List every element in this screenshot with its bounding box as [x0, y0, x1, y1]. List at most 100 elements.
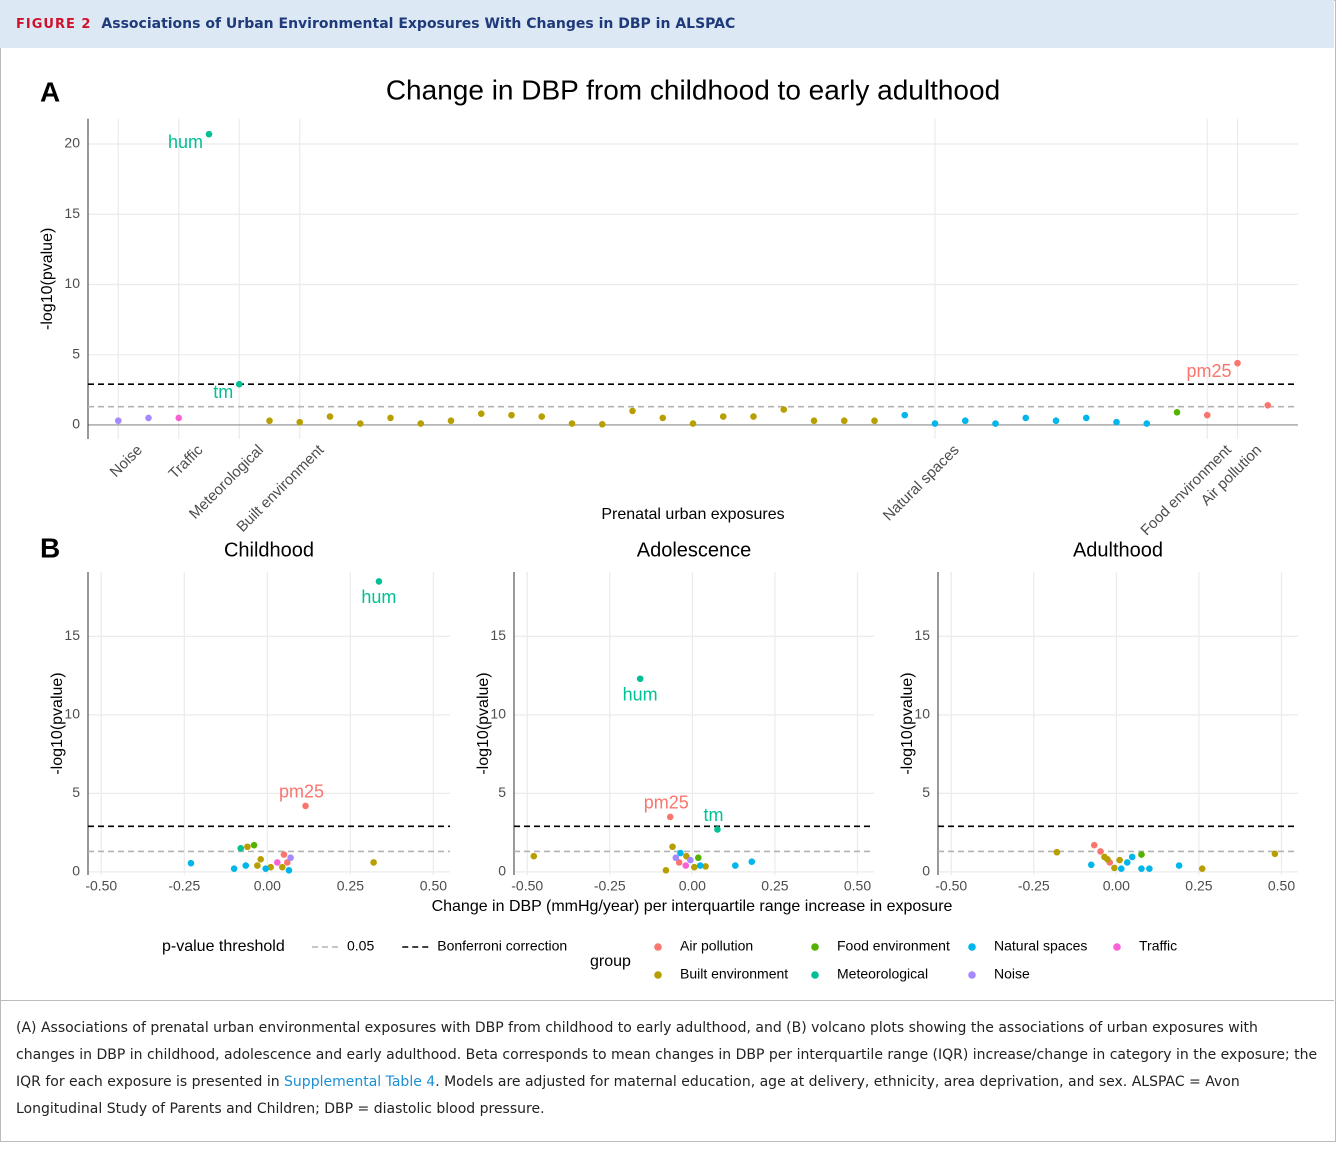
data-point [1264, 401, 1272, 409]
data-point [702, 863, 709, 870]
data-point [1111, 864, 1118, 872]
caption-text: (A) Associations of prenatal urban envir… [16, 1020, 1318, 1090]
data-point [187, 859, 195, 867]
caption: (A) Associations of prenatal urban envir… [0, 1000, 1334, 1137]
x-tick-label: 0.00 [1103, 878, 1130, 894]
data-point [244, 843, 251, 851]
data-point [1022, 414, 1030, 422]
y-tick-label: 10 [64, 706, 80, 722]
x-tick-label: -0.50 [935, 878, 967, 894]
y-tick-label: 10 [64, 275, 80, 291]
point-label: hum [623, 685, 658, 705]
data-point [662, 866, 670, 874]
legend-title: group [590, 953, 631, 970]
legend-label: Traffic [1139, 938, 1177, 954]
y-tick-label: 5 [922, 784, 930, 800]
data-point [538, 413, 546, 420]
x-tick-label: 0.50 [1268, 878, 1295, 894]
caption-text: . Models are adjusted for maternal educa… [16, 1074, 1240, 1117]
x-tick-label: 0.00 [254, 878, 281, 894]
data-point [145, 414, 152, 422]
chart-area: A B Change in DBP (mmHg/year) per interq… [39, 74, 1298, 982]
data-point [750, 413, 757, 420]
data-point [689, 420, 697, 427]
x-axis-title: Prenatal urban exposures [601, 506, 784, 523]
data-point [687, 856, 694, 864]
y-tick-label: 10 [490, 706, 506, 722]
data-point [447, 417, 455, 425]
data-point [669, 843, 676, 851]
data-point [257, 856, 264, 863]
point-label: pm25 [644, 793, 689, 813]
point-label: pm25 [279, 782, 324, 802]
data-point [375, 578, 383, 585]
x-tick-label: -0.25 [168, 878, 200, 894]
legend-label: Natural spaces [994, 938, 1087, 954]
data-point [659, 414, 667, 422]
data-point [636, 675, 644, 683]
data-point [278, 863, 286, 871]
data-point [326, 413, 334, 420]
figure-title: Associations of Urban Environmental Expo… [101, 16, 736, 32]
data-point [1097, 848, 1104, 855]
legend-label: Built environment [680, 966, 788, 982]
data-point [696, 862, 704, 869]
y-axis-title: -log10(pvalue) [475, 672, 492, 774]
data-point [1082, 414, 1090, 422]
x-axis-title: Change in DBP (mmHg/year) per interquart… [432, 898, 953, 915]
y-tick-label: 5 [72, 784, 80, 800]
data-point [748, 858, 756, 865]
caption-link[interactable]: Supplemental Table 4 [284, 1074, 436, 1090]
legend-label: Food environment [837, 938, 950, 954]
chart-title: Adolescence [637, 539, 752, 561]
point-label: hum [361, 587, 396, 607]
y-tick-label: 0 [922, 863, 930, 879]
chart-title: Adulthood [1073, 539, 1163, 561]
figure-header: FIGURE 2 Associations of Urban Environmen… [0, 0, 1334, 48]
legend-title: p-value threshold [162, 938, 285, 955]
data-point [992, 420, 999, 427]
point-label: pm25 [1186, 361, 1231, 381]
data-point [1138, 865, 1145, 873]
data-point [356, 420, 364, 427]
data-point [267, 863, 274, 871]
data-point [1203, 411, 1211, 419]
data-point [1123, 859, 1131, 866]
legend-label: Air pollution [680, 938, 753, 954]
x-tick-label: 0.25 [1185, 878, 1212, 894]
point-label: hum [168, 132, 203, 152]
data-point [280, 851, 288, 858]
y-axis-title: -log10(pvalue) [49, 672, 66, 774]
data-point [296, 418, 304, 426]
data-point [719, 413, 727, 420]
data-point [508, 411, 515, 419]
data-point [205, 130, 213, 138]
y-tick-label: 5 [498, 784, 506, 800]
data-point [477, 410, 485, 418]
data-point [237, 845, 245, 852]
data-point [266, 417, 273, 425]
data-point [677, 849, 684, 857]
data-point [1128, 853, 1136, 861]
y-tick-label: 0 [72, 863, 80, 879]
legend-key [654, 943, 662, 951]
y-tick-label: 15 [914, 627, 930, 643]
data-point [1104, 856, 1111, 863]
data-point [961, 417, 969, 425]
y-tick-label: 10 [914, 706, 930, 722]
data-point [1234, 359, 1241, 367]
x-tick-label: Natural spaces [880, 442, 963, 525]
data-point [1090, 841, 1098, 849]
panel-letter: B [40, 532, 60, 563]
legend-key [811, 971, 819, 979]
data-point [175, 414, 183, 422]
data-point [694, 854, 702, 862]
data-point [675, 859, 683, 866]
data-point [262, 865, 269, 873]
data-point [1138, 851, 1145, 858]
x-tick-label: 0.50 [844, 878, 871, 894]
data-point [1087, 861, 1095, 869]
data-point [230, 865, 238, 873]
data-point [250, 841, 258, 849]
